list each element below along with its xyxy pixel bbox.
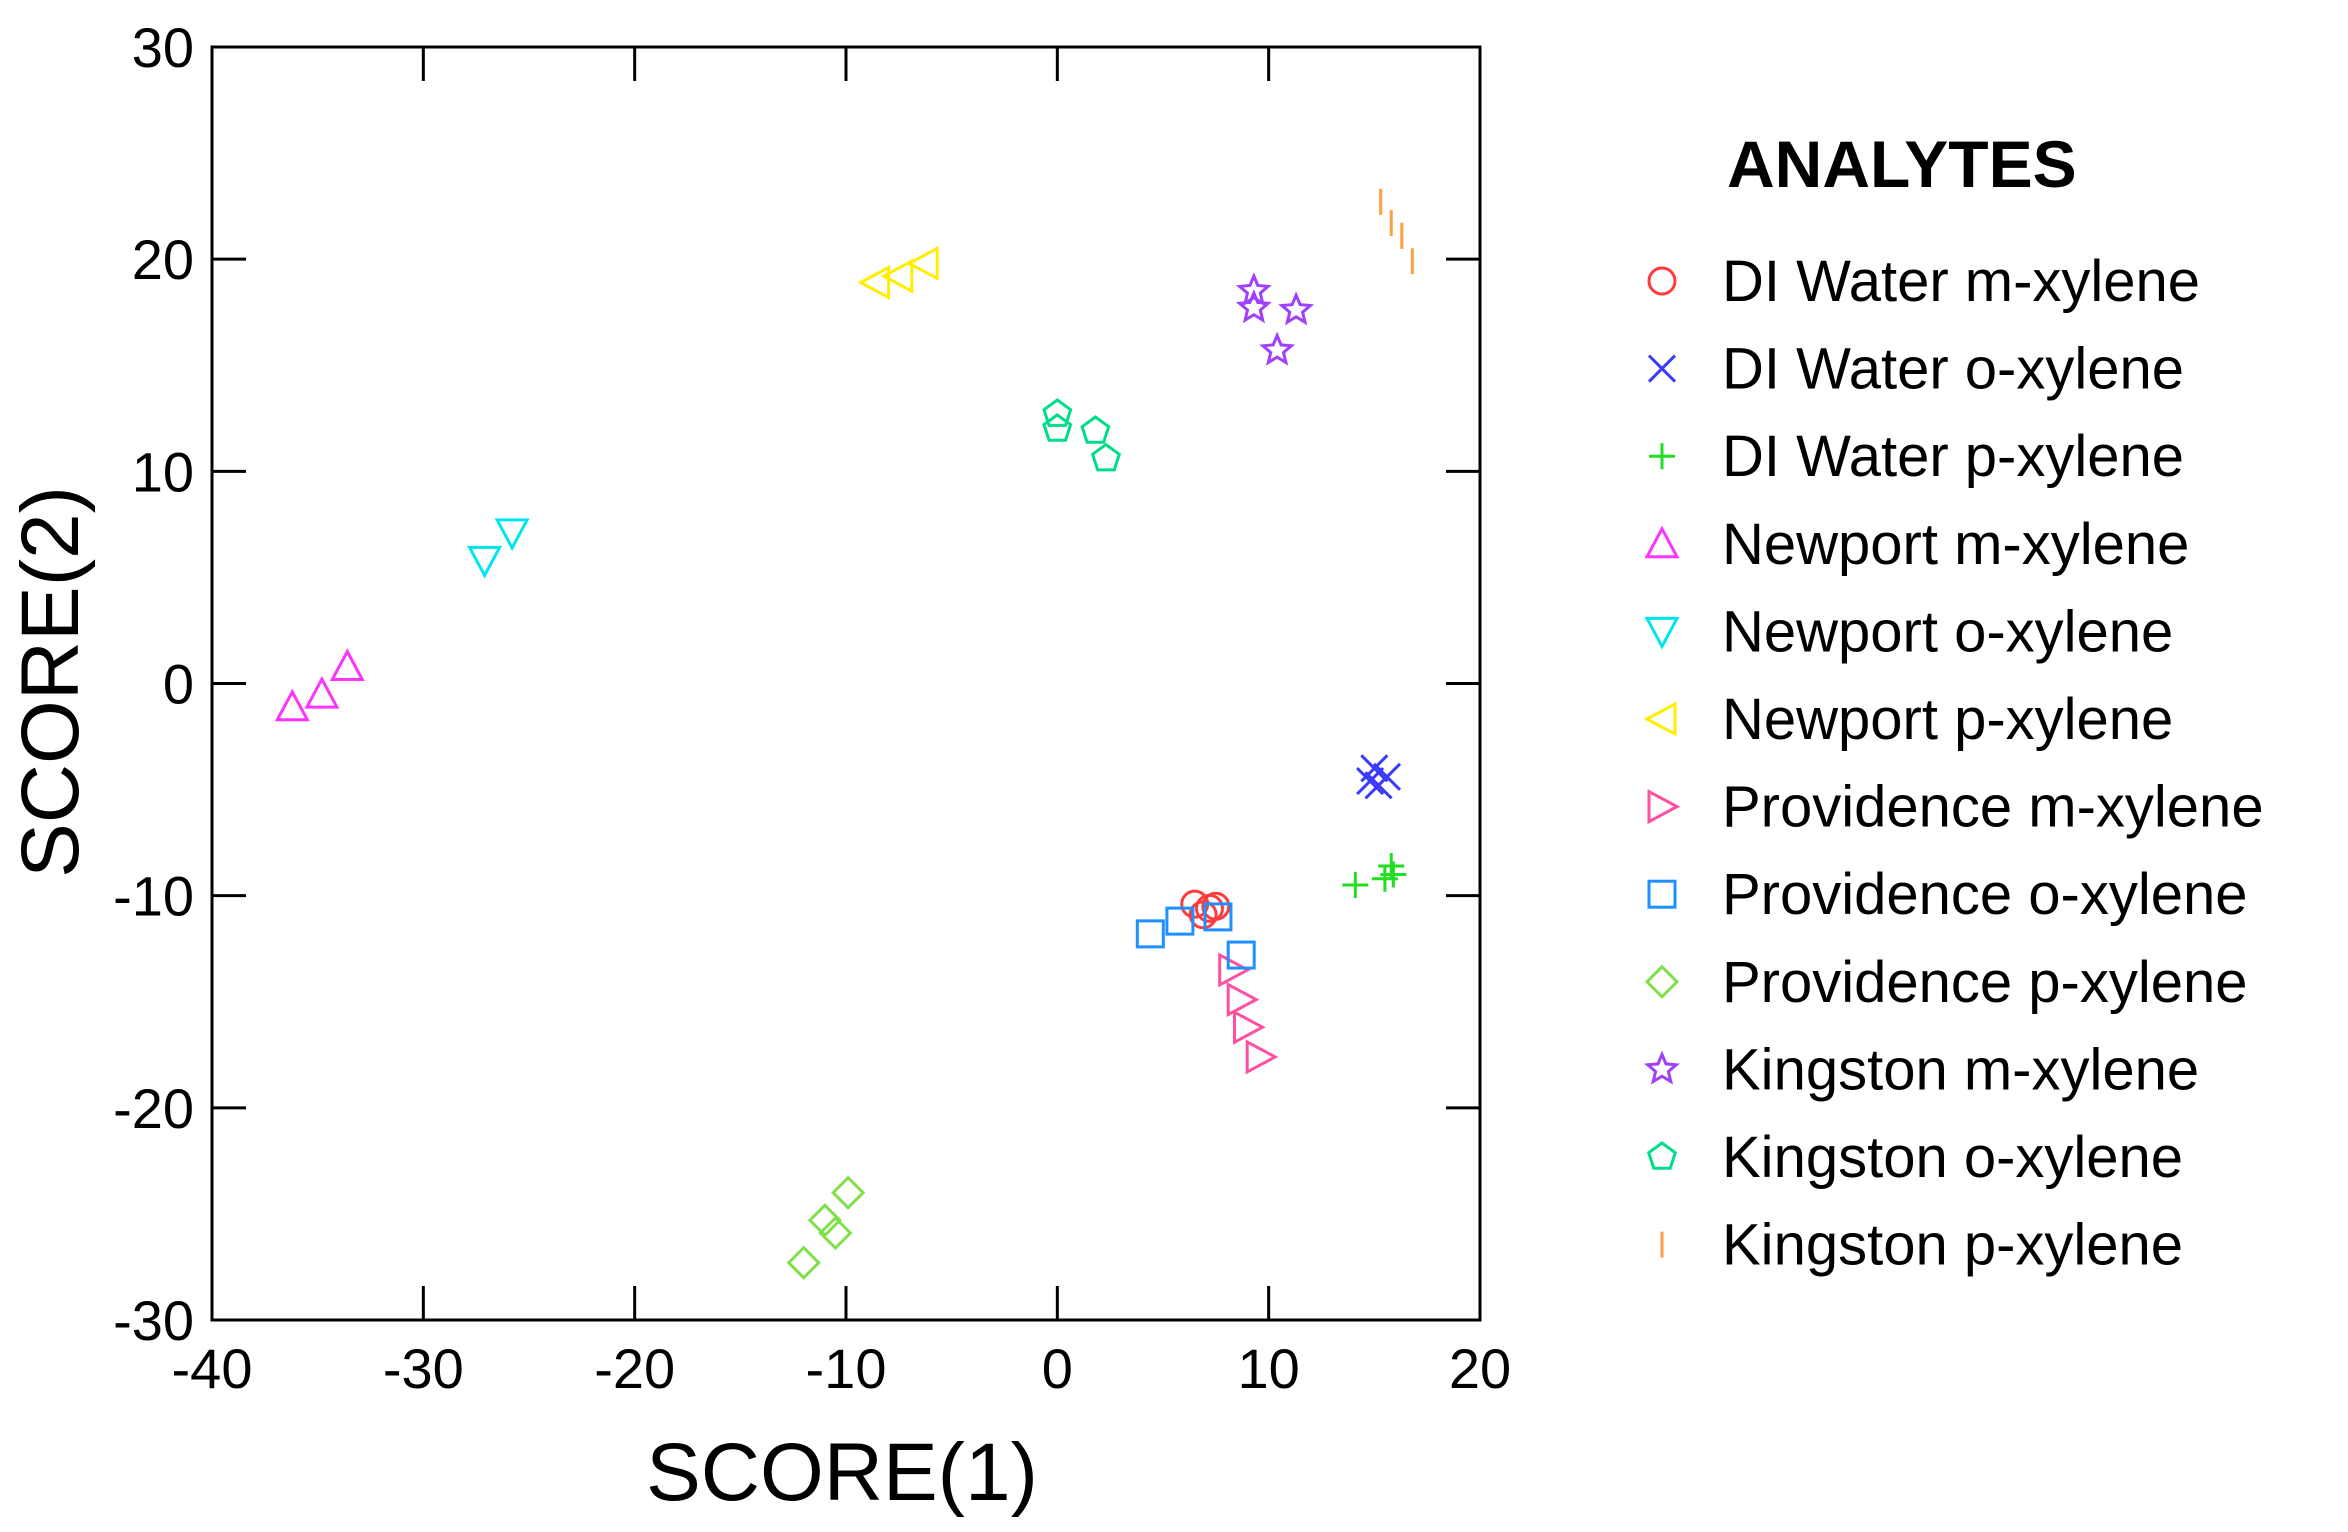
y-tick-label: 30 [132,16,194,79]
legend-label: DI Water p-xylene [1722,424,2184,489]
data-point [1259,331,1296,366]
data-point [1364,771,1393,800]
series-points [1042,398,1122,472]
plot-border [210,45,1482,1322]
x-tick-label: -30 [383,1337,464,1400]
legend-label: Newport m-xylene [1722,512,2189,577]
data-point [467,545,503,579]
data-point [1080,415,1111,444]
x-tick-label: -10 [806,1337,887,1400]
legend-label: DI Water m-xylene [1722,249,2200,314]
data-point [304,675,340,709]
data-point [1378,852,1405,879]
y-tick-label: -30 [113,1289,194,1352]
legend-marker [1647,879,1677,909]
series-points [1379,188,1414,275]
y-tick-label: -20 [113,1077,194,1140]
data-point [818,1215,853,1251]
data-point [329,648,365,681]
series-points [1356,754,1402,800]
legend-marker [1643,701,1677,737]
data-point [1042,413,1073,442]
data-point [1203,902,1233,932]
legend-marker [1647,789,1681,825]
series-points [1218,952,1279,1075]
series-points [786,1175,866,1280]
x-tick-label: 10 [1238,1337,1300,1400]
data-point [1226,982,1260,1018]
data-point [1135,919,1165,949]
legend-label: Kingston o-xylene [1722,1125,2183,1190]
data-point [1342,872,1369,899]
legend-label: Providence p-xylene [1722,950,2248,1015]
legend-label: DI Water o-xylene [1722,337,2184,402]
series-points [857,245,939,301]
data-point [1042,398,1073,427]
data-point [1278,291,1315,326]
legend-marker [1643,1050,1681,1085]
y-tick-label: 0 [163,653,194,716]
legend-marker [1644,964,1680,999]
data-points [274,188,1414,1280]
data-point [1245,1039,1279,1075]
axis-ticks [210,45,1482,1322]
y-tick-label: -10 [113,865,194,928]
data-point [906,245,939,281]
y-tick-label: 10 [132,440,194,503]
data-point [1235,272,1272,307]
series-points [467,518,530,579]
legend-title: ANALYTES [1727,127,2077,201]
data-point [1201,891,1231,921]
legend-marker [1647,354,1677,383]
x-tick-label: -20 [594,1337,675,1400]
data-point [830,1175,866,1210]
legend-marker [1647,266,1677,296]
data-point [1233,1009,1266,1045]
data-point [786,1245,821,1280]
data-point [494,518,530,552]
legend-label: Providence o-xylene [1722,862,2248,927]
data-point [1356,767,1385,796]
plot-frame [210,45,1482,1322]
legend-label: Kingston m-xylene [1722,1037,2199,1102]
x-tick-label: 0 [1042,1337,1073,1400]
data-point [274,688,310,722]
data-point [1226,940,1256,970]
data-point [1218,952,1251,988]
legend-label: Kingston p-xylene [1722,1213,2183,1278]
series-points [274,648,365,722]
legend-label: Providence m-xylene [1722,775,2264,840]
data-point [1235,289,1272,324]
x-tick-label: 20 [1449,1337,1511,1400]
series-points [1180,889,1231,930]
data-point [1165,906,1195,936]
x-axis-label: SCORE(1) [646,1427,1038,1518]
y-tick-label: 20 [132,228,194,291]
legend: ANALYTES DI Water m-xylene DI Water o-xyl… [1643,127,2264,1278]
series-points [1235,272,1315,366]
legend-label: Newport p-xylene [1722,687,2173,752]
legend-marker [1644,616,1680,650]
series-points [1135,902,1256,970]
legend-marker [1646,1141,1678,1170]
legend-marker [1649,443,1675,470]
data-point [807,1203,843,1238]
x-tick-label: -40 [172,1337,253,1400]
data-point [880,258,914,294]
legend-label: Newport o-xylene [1722,599,2173,664]
legend-marker [1644,525,1680,559]
y-axis-label: SCORE(2) [5,486,96,878]
series-points [1342,852,1407,899]
data-point [857,264,891,301]
data-point [1090,442,1122,472]
